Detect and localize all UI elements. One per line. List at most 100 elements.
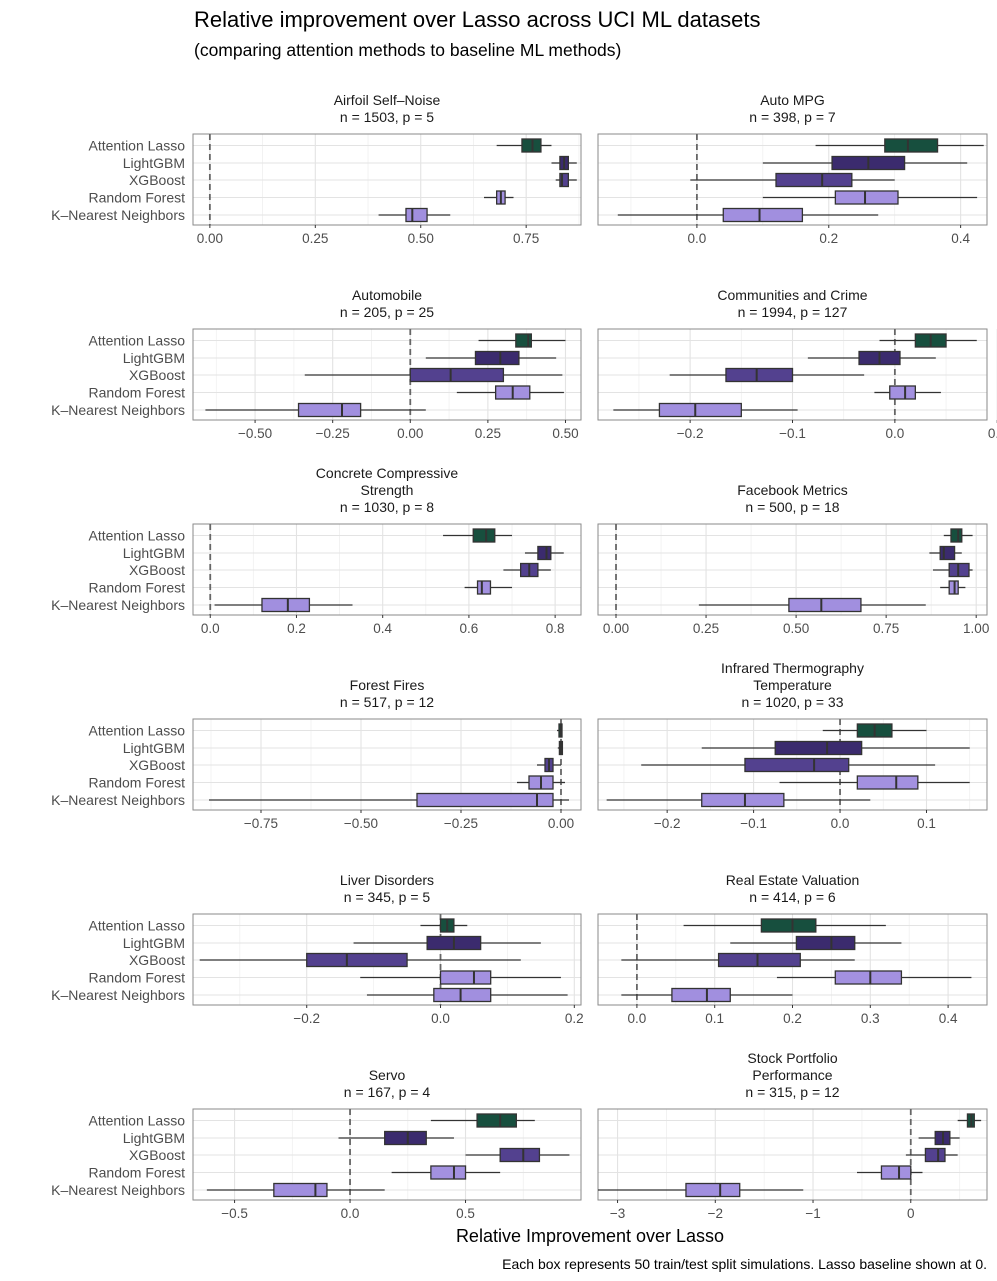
- box-iqr: [297, 402, 362, 418]
- y-tick-label: Attention Lasso: [88, 333, 185, 349]
- x-tick-label: 0.0: [628, 1011, 647, 1026]
- x-tick-label: 0.25: [693, 621, 719, 636]
- x-tick-label: 0.75: [513, 231, 539, 246]
- y-tick-label: Attention Lasso: [88, 723, 185, 739]
- caption: Each box represents 50 train/test split …: [502, 1256, 987, 1272]
- x-tick-label: 0.1: [705, 1011, 724, 1026]
- box-iqr: [430, 1165, 467, 1180]
- figure-title: Relative improvement over Lasso across U…: [194, 7, 761, 32]
- x-tick-label: −0.50: [344, 816, 378, 831]
- panel-title-line: n = 398, p = 7: [749, 109, 836, 125]
- x-tick-label: 0.00: [197, 231, 223, 246]
- box-attention-lasso: [557, 723, 563, 738]
- x-tick-label: −3: [610, 1206, 625, 1221]
- box-lightgbm: [425, 350, 557, 366]
- panel-title-line: Facebook Metrics: [737, 482, 847, 498]
- box-iqr: [474, 350, 520, 366]
- y-tick-label: Random Forest: [89, 775, 186, 791]
- y-tick-label: LightGBM: [123, 740, 185, 756]
- box-k-nearest-neighbors: [617, 207, 879, 223]
- box-iqr: [476, 580, 492, 595]
- panel-title-line: n = 1994, p = 127: [738, 304, 848, 320]
- box-attention-lasso: [943, 528, 973, 543]
- box-iqr: [774, 740, 863, 756]
- box-iqr: [889, 385, 916, 400]
- y-tick-label: K–Nearest Neighbors: [51, 402, 185, 418]
- x-tick-label: −0.1: [779, 426, 806, 441]
- x-tick-label: 0.50: [552, 426, 578, 441]
- panel-title-line: n = 1030, p = 8: [340, 499, 434, 515]
- panel-title-line: Concrete Compressive: [316, 465, 459, 481]
- box-xgboost: [669, 367, 865, 383]
- box-iqr: [884, 138, 939, 153]
- panel-title-line: n = 315, p = 12: [745, 1084, 839, 1100]
- x-tick-label: 0.75: [873, 621, 899, 636]
- x-tick-label: −1: [805, 1206, 820, 1221]
- x-tick-label: 0.4: [951, 231, 970, 246]
- box-k-nearest-neighbors: [598, 1182, 804, 1198]
- box-iqr: [744, 757, 850, 773]
- figure-subtitle: (comparing attention methods to baseline…: [194, 40, 621, 60]
- box-k-nearest-neighbors: [205, 402, 426, 418]
- x-tick-label: −0.2: [293, 1011, 320, 1026]
- x-tick-label: 0: [907, 1206, 915, 1221]
- box-random-forest: [940, 580, 966, 595]
- box-iqr: [658, 402, 742, 418]
- box-xgboost: [199, 952, 521, 968]
- x-tick-label: 0.0: [341, 1206, 360, 1221]
- box-iqr: [717, 952, 801, 968]
- y-tick-label: K–Nearest Neighbors: [51, 987, 185, 1003]
- panel-title-line: n = 167, p = 4: [344, 1084, 431, 1100]
- x-tick-label: 0.0: [688, 231, 707, 246]
- x-tick-label: 0.2: [819, 231, 838, 246]
- box-iqr: [788, 597, 862, 613]
- box-iqr: [409, 367, 505, 383]
- box-iqr: [499, 1147, 541, 1163]
- x-tick-label: 0.2: [565, 1011, 584, 1026]
- panel-border: [192, 718, 582, 811]
- panel-border: [597, 133, 988, 226]
- box-iqr: [521, 138, 542, 153]
- x-tick-label: 0.8: [546, 621, 565, 636]
- box-random-forest: [762, 190, 978, 205]
- panel-border: [597, 718, 988, 811]
- panel-title-line: n = 345, p = 5: [344, 889, 431, 905]
- panel-title-line: Forest Fires: [350, 677, 425, 693]
- x-tick-label: −0.2: [677, 426, 704, 441]
- x-tick-label: 0.0: [885, 426, 904, 441]
- x-tick-label: 0.00: [603, 621, 629, 636]
- panel-title-line: Auto MPG: [760, 92, 825, 108]
- x-tick-label: 1.00: [963, 621, 989, 636]
- box-lightgbm: [557, 740, 564, 756]
- y-tick-label: K–Nearest Neighbors: [51, 792, 185, 808]
- box-lightgbm: [762, 155, 968, 171]
- x-tick-label: 0.0: [201, 621, 220, 636]
- x-tick-label: 0.2: [783, 1011, 802, 1026]
- x-tick-label: −0.25: [316, 426, 350, 441]
- x-tick-label: 0.25: [302, 231, 328, 246]
- panel-border: [192, 328, 582, 421]
- box-iqr: [261, 597, 311, 613]
- box-lightgbm: [929, 545, 962, 561]
- box-xgboost: [465, 1147, 570, 1163]
- y-tick-label: XGBoost: [129, 952, 185, 968]
- x-tick-label: 0.1: [917, 816, 936, 831]
- box-iqr: [856, 775, 919, 790]
- panel-title-line: Automobile: [352, 287, 422, 303]
- box-iqr: [306, 952, 408, 968]
- x-tick-label: −0.25: [444, 816, 478, 831]
- y-tick-label: XGBoost: [129, 562, 185, 578]
- panel-border: [192, 913, 582, 1006]
- y-tick-label: LightGBM: [123, 545, 185, 561]
- panel-title-line: Servo: [369, 1067, 406, 1083]
- panel-title-line: Communities and Crime: [717, 287, 867, 303]
- y-tick-label: Random Forest: [89, 970, 186, 986]
- x-tick-label: 0.50: [408, 231, 434, 246]
- box-iqr: [472, 528, 496, 543]
